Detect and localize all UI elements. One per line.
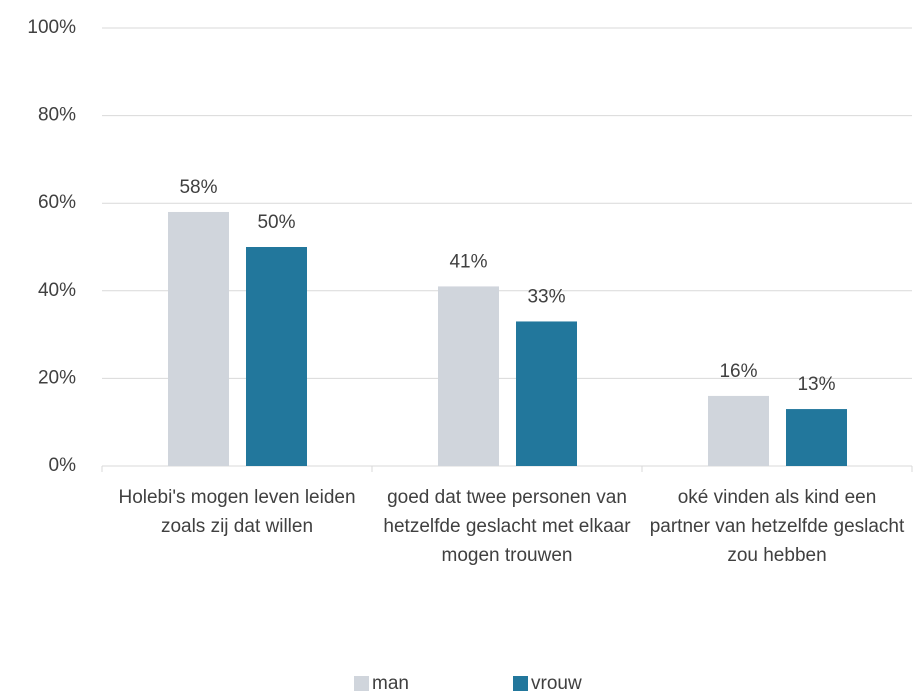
legend-swatch	[354, 676, 369, 691]
bar	[168, 211, 229, 466]
data-label: 58%	[179, 177, 217, 198]
x-tick-label: Holebi's mogen leven leiden zoals zij da…	[118, 487, 356, 537]
y-tick-label: 20%	[38, 367, 76, 388]
data-label: 41%	[449, 251, 487, 272]
bar	[516, 321, 577, 466]
y-tick-label: 40%	[38, 280, 76, 301]
data-label: 50%	[257, 212, 295, 233]
y-tick-label: 0%	[49, 455, 77, 476]
data-label: 33%	[527, 286, 565, 307]
legend-label: vrouw	[531, 673, 582, 694]
y-tick-label: 80%	[38, 105, 76, 126]
bar	[438, 286, 499, 466]
legend-label: man	[372, 673, 409, 694]
bar	[708, 395, 769, 466]
x-tick-label: oké vinden als kind een partner van hetz…	[649, 487, 905, 566]
data-label: 16%	[719, 361, 757, 382]
y-tick-label: 60%	[38, 192, 76, 213]
y-tick-label: 100%	[27, 17, 76, 38]
bar	[786, 409, 847, 466]
data-label: 13%	[797, 374, 835, 395]
legend-swatch	[513, 676, 528, 691]
bar	[246, 247, 307, 466]
x-tick-label: goed dat twee personen van hetzelfde ges…	[383, 487, 631, 566]
